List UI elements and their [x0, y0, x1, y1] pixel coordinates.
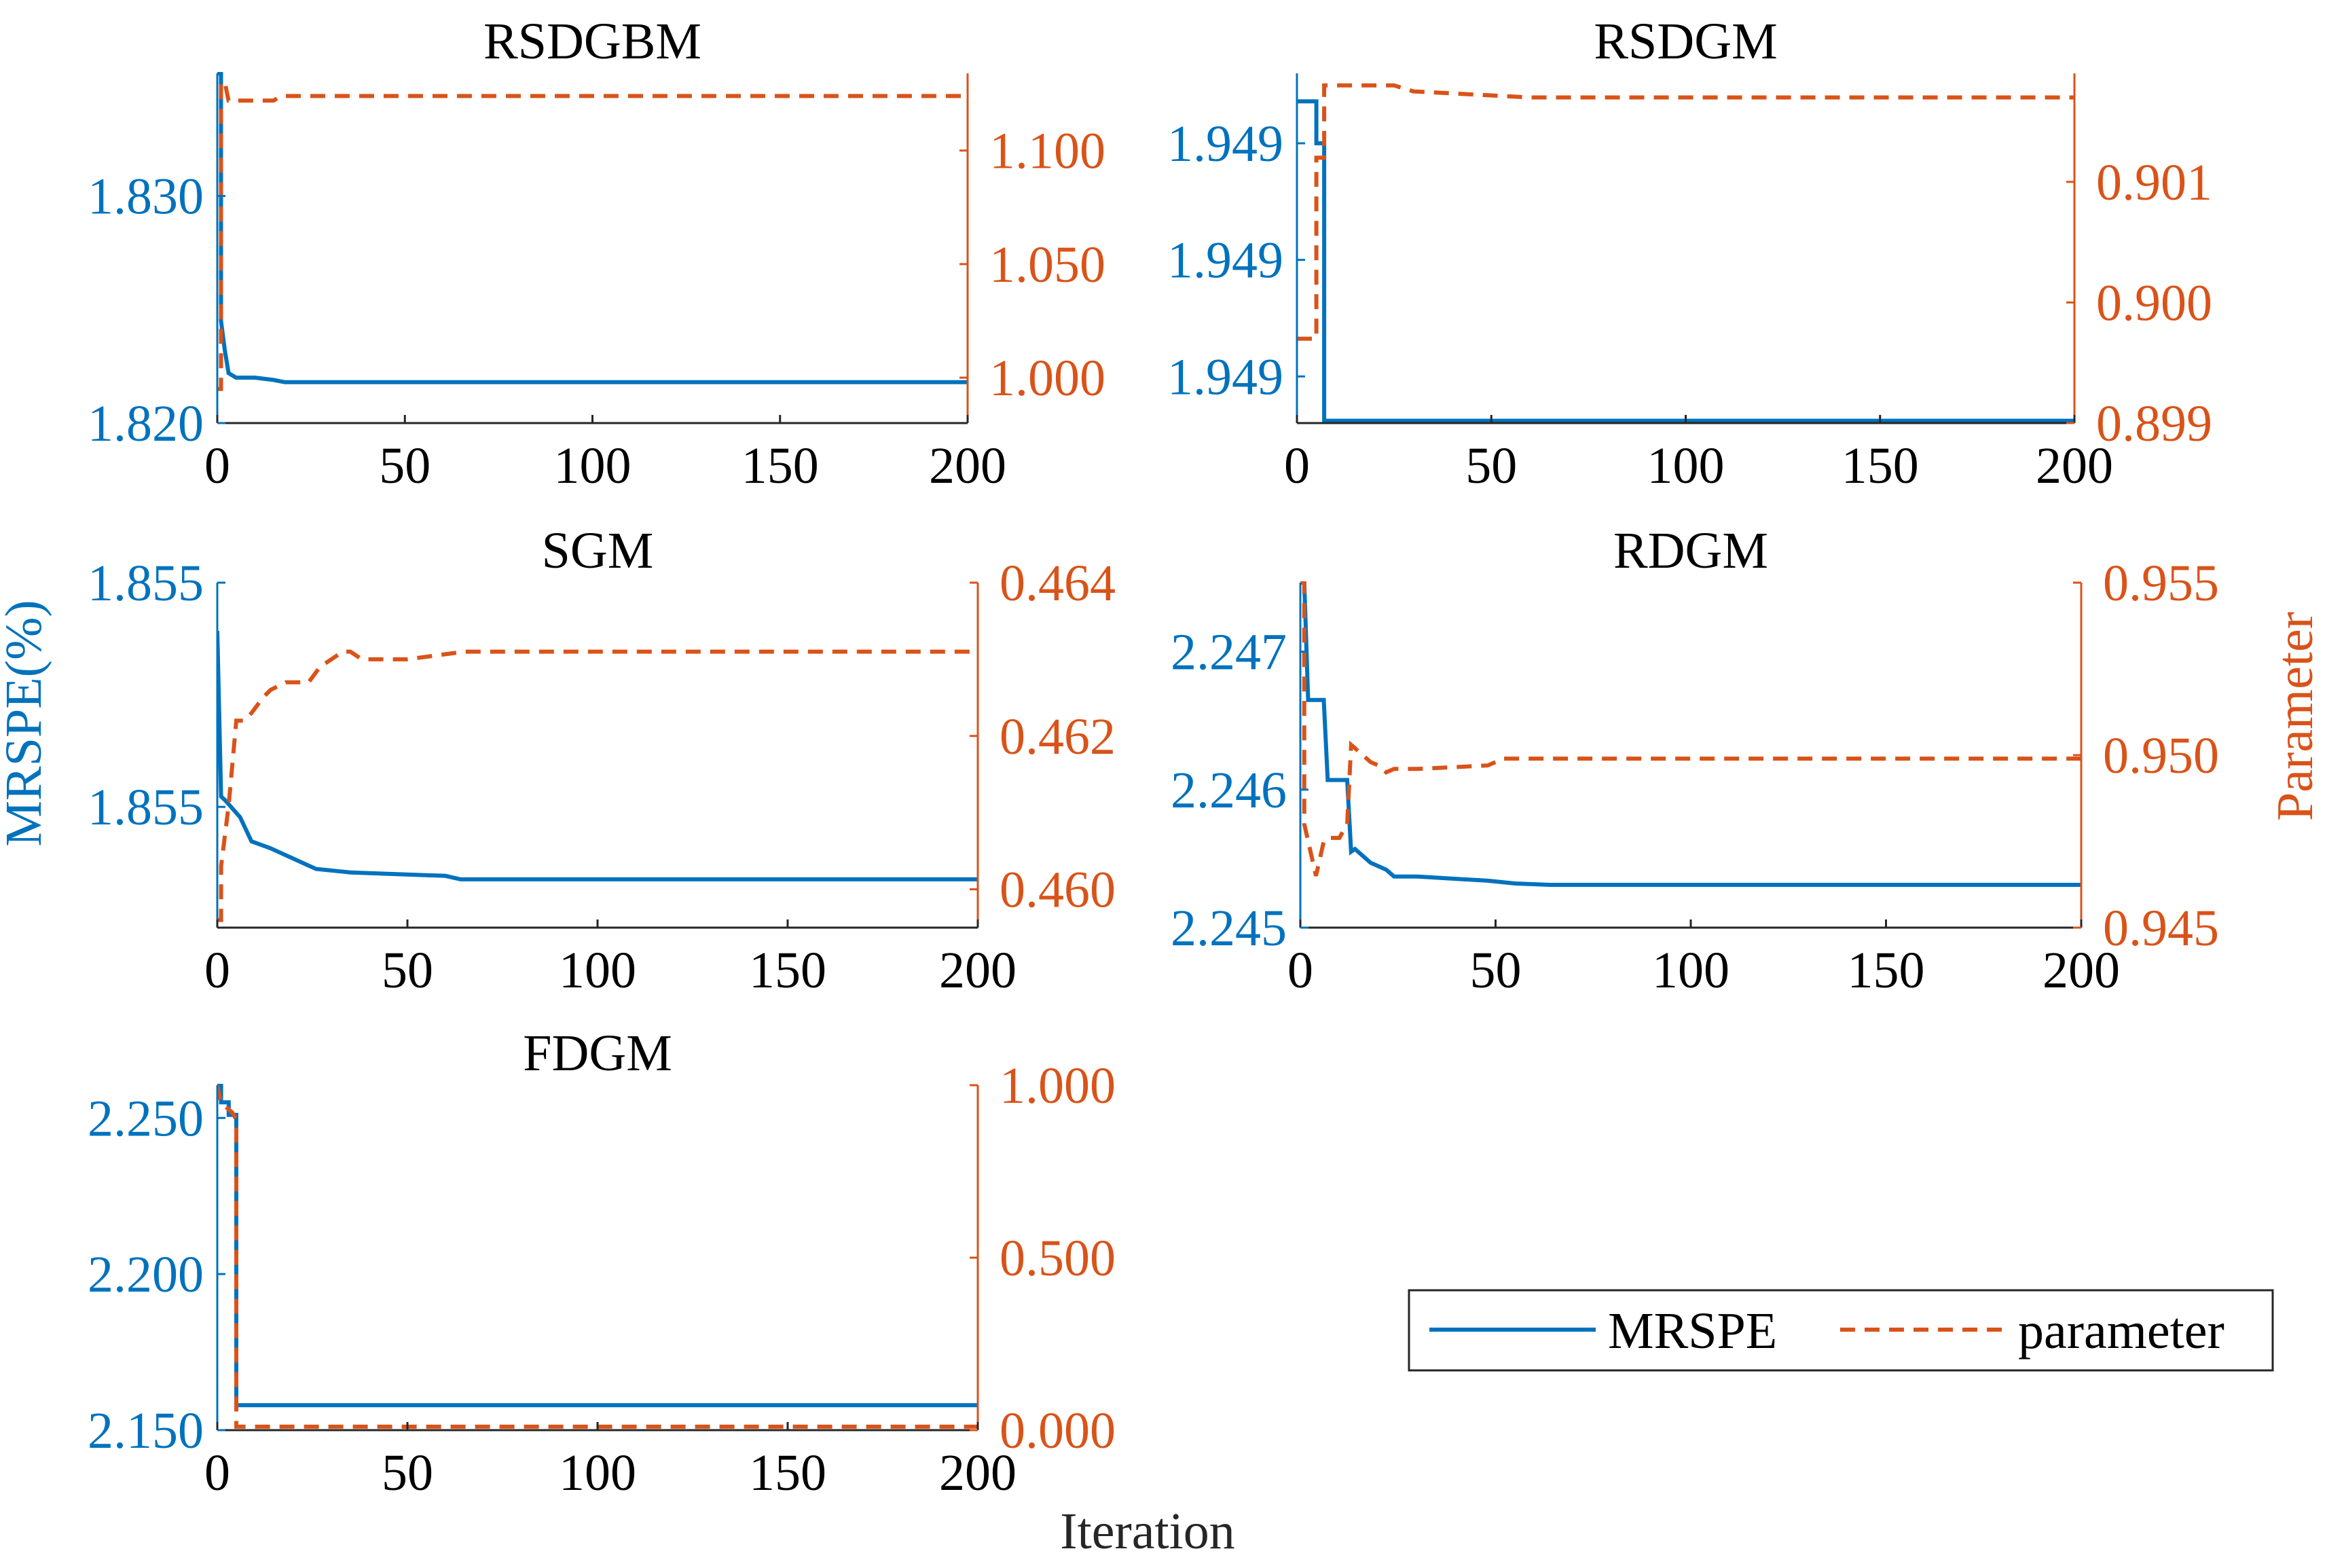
x-tick-label-sgm: 100: [559, 942, 636, 999]
series-mrspe-rsdgbm: [217, 72, 968, 384]
x-tick-label-rsdgm: 0: [1284, 437, 1310, 494]
series-parameter-fdgm: [217, 1084, 978, 1429]
left-tick-label-fdgm: 2.250: [88, 1090, 204, 1147]
x-tick-label-fdgm: 150: [749, 1444, 826, 1501]
x-tick-label-rsdgbm: 150: [741, 437, 819, 494]
right-tick-label-rdgm: 0.950: [2103, 727, 2219, 784]
left-tick-label-fdgm: 2.150: [88, 1402, 204, 1459]
x-tick-label-rdgm: 150: [1848, 942, 1925, 999]
x-tick-label-sgm: 0: [204, 942, 230, 999]
title-sgm: SGM: [542, 522, 654, 579]
series-parameter-rsdgbm: [217, 80, 968, 391]
right-tick-label-sgm: 0.462: [1000, 708, 1116, 765]
right-tick-label-fdgm: 0.500: [1000, 1230, 1116, 1287]
x-tick-label-rsdgm: 150: [1842, 437, 1919, 494]
panel-fdgm: 0 50 100 150 200 2.150 2.200 2.250 0.000 0.500 1.0…: [88, 1025, 1116, 1501]
right-tick-label-fdgm: 1.000: [1000, 1057, 1116, 1114]
title-rdgm: RDGM: [1613, 522, 1768, 579]
panel-rdgm: 0 50 100 150 200 2.245 2.246 2.247 0.945 0.950 0.9…: [1171, 522, 2219, 999]
x-tick-label-fdgm: 200: [939, 1444, 1017, 1501]
x-tick-label-rdgm: 50: [1470, 942, 1522, 999]
title-rsdgm: RSDGM: [1594, 13, 1777, 70]
left-tick-label-fdgm: 2.200: [88, 1246, 204, 1303]
x-tick-label-sgm: 50: [382, 942, 433, 999]
right-tick-label-sgm: 0.460: [1000, 862, 1116, 919]
right-tick-label-fdgm: 0.000: [1000, 1402, 1116, 1459]
left-tick-label-rsdgbm: 1.820: [88, 395, 204, 452]
right-tick-label-rsdgbm: 1.050: [989, 236, 1105, 293]
legend-parameter-label: parameter: [2018, 1302, 2224, 1360]
panel-rsdgm: 0 50 100 150 200 1.949 1.949 1.949 0.899 0.900 0.9…: [1167, 13, 2212, 494]
left-tick-label-rsdgbm: 1.830: [88, 168, 204, 225]
shared-x-axis-label: Iteration: [1060, 1503, 1234, 1560]
series-mrspe-rsdgm: [1297, 99, 2074, 423]
x-tick-label-sgm: 200: [939, 942, 1017, 999]
chart-panels: 0 50 100 150 200 1.820 1.830 1.000 1.050 1.100 RSD…: [88, 13, 2219, 1501]
x-tick-label-rsdgm: 200: [2036, 437, 2113, 494]
x-tick-label-rsdgbm: 50: [379, 437, 431, 494]
left-tick-label-sgm: 1.855: [88, 779, 204, 836]
x-tick-label-rsdgm: 50: [1465, 437, 1517, 494]
title-fdgm: FDGM: [523, 1025, 672, 1082]
right-tick-label-rsdgbm: 1.000: [989, 350, 1105, 407]
right-tick-label-rdgm: 0.945: [2103, 900, 2219, 957]
left-tick-label-rdgm: 2.246: [1171, 762, 1287, 819]
series-mrspe-sgm: [217, 631, 978, 881]
title-rsdgbm: RSDGBM: [483, 13, 701, 70]
x-tick-label-fdgm: 50: [382, 1444, 433, 1501]
left-tick-label-rdgm: 2.247: [1171, 624, 1287, 681]
x-tick-label-sgm: 150: [749, 942, 826, 999]
right-tick-label-sgm: 0.464: [1000, 555, 1116, 612]
left-tick-label-rsdgm: 1.949: [1167, 115, 1283, 172]
x-tick-label-rsdgm: 100: [1647, 437, 1725, 494]
right-tick-label-rdgm: 0.955: [2103, 555, 2219, 612]
left-tick-label-rsdgm: 1.949: [1167, 348, 1283, 405]
left-tick-label-rdgm: 2.245: [1171, 900, 1287, 957]
legend: MRSPE parameter: [1408, 1289, 2274, 1372]
series-mrspe-rdgm: [1300, 581, 2081, 887]
series-parameter-rdgm: [1300, 581, 2081, 877]
x-tick-label-rsdgbm: 200: [929, 437, 1006, 494]
x-tick-label-rsdgbm: 0: [204, 437, 230, 494]
x-tick-label-fdgm: 100: [559, 1444, 636, 1501]
x-tick-label-rdgm: 200: [2043, 942, 2120, 999]
left-tick-label-sgm: 1.855: [88, 555, 204, 612]
x-tick-label-rdgm: 0: [1287, 942, 1313, 999]
x-tick-label-fdgm: 0: [204, 1444, 230, 1501]
panel-rsdgbm: 0 50 100 150 200 1.820 1.830 1.000 1.050 1.100 RSD…: [88, 13, 1105, 494]
shared-right-axis-label: Parameter: [2267, 612, 2324, 821]
left-tick-label-rsdgm: 1.949: [1167, 232, 1283, 289]
series-mrspe-fdgm: [217, 1084, 978, 1408]
x-tick-label-rsdgbm: 100: [554, 437, 631, 494]
x-tick-label-rdgm: 100: [1652, 942, 1729, 999]
right-tick-label-rsdgm: 0.901: [2096, 154, 2212, 211]
legend-mrspe-label: MRSPE: [1608, 1302, 1777, 1360]
series-parameter-sgm: [217, 649, 978, 922]
right-tick-label-rsdgbm: 1.100: [989, 123, 1105, 180]
panel-sgm: 0 50 100 150 200 1.855 1.855 0.460 0.462 0.464 SGM: [88, 522, 1116, 999]
series-parameter-rsdgm: [1297, 83, 2074, 341]
right-tick-label-rsdgm: 0.900: [2096, 274, 2212, 331]
shared-left-axis-label: MRSPE(%): [0, 600, 52, 846]
right-tick-label-rsdgm: 0.899: [2096, 395, 2212, 452]
